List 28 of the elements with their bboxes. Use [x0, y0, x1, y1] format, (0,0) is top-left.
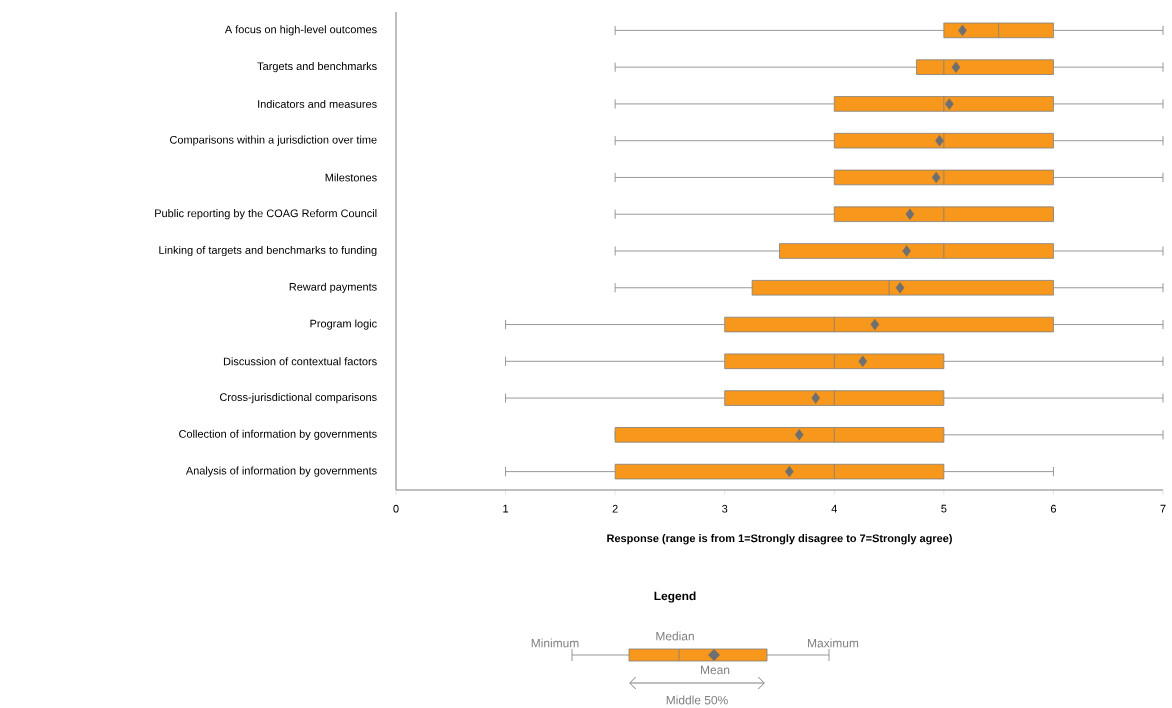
x-tick-label: 4	[831, 504, 838, 513]
x-tick-label: 3	[722, 504, 728, 513]
text: Legend	[654, 591, 696, 603]
x-tick-label: 1	[503, 504, 509, 513]
y-tick-label: Milestones	[325, 173, 377, 182]
y-tick-label: Analysis of information by governments	[185, 466, 377, 477]
y-tick-label: Public reporting by the COAG Reform Council	[155, 209, 377, 220]
y-tick-label: Indicators and measures	[258, 99, 377, 108]
y-tick-label: Collection of information by governments	[179, 429, 377, 440]
text: Maximum	[808, 638, 859, 648]
text: Minimum	[531, 638, 579, 648]
x-tick-label: 5	[941, 504, 947, 513]
text: Mean	[701, 665, 730, 675]
x-tick-label: 6	[1050, 504, 1056, 513]
y-tick-label: Cross-jurisdictional comparisons	[219, 392, 377, 404]
x-axis-title: Response (range is from 1=Strongly disagree to 7=Strongly agree)	[607, 534, 952, 545]
x-tick-label: 7	[1160, 504, 1166, 513]
y-tick-label: Targets and benchmarks	[257, 62, 377, 73]
x-tick-label: 2	[612, 504, 618, 513]
y-tick-label: Comparisons within a jurisdiction over time	[170, 135, 377, 146]
text: Middle 50%	[666, 695, 728, 705]
y-tick-label: Linking of targets and benchmarks to funding	[159, 245, 377, 257]
y-tick-label: Discussion of contextual factors	[223, 357, 377, 366]
text: Median	[656, 631, 694, 641]
y-tick-label: Reward payments	[289, 282, 377, 293]
x-tick-label: 0	[393, 504, 399, 513]
y-tick-label: Program logic	[310, 319, 377, 330]
y-tick-label: A focus on high-level outcomes	[224, 25, 377, 36]
